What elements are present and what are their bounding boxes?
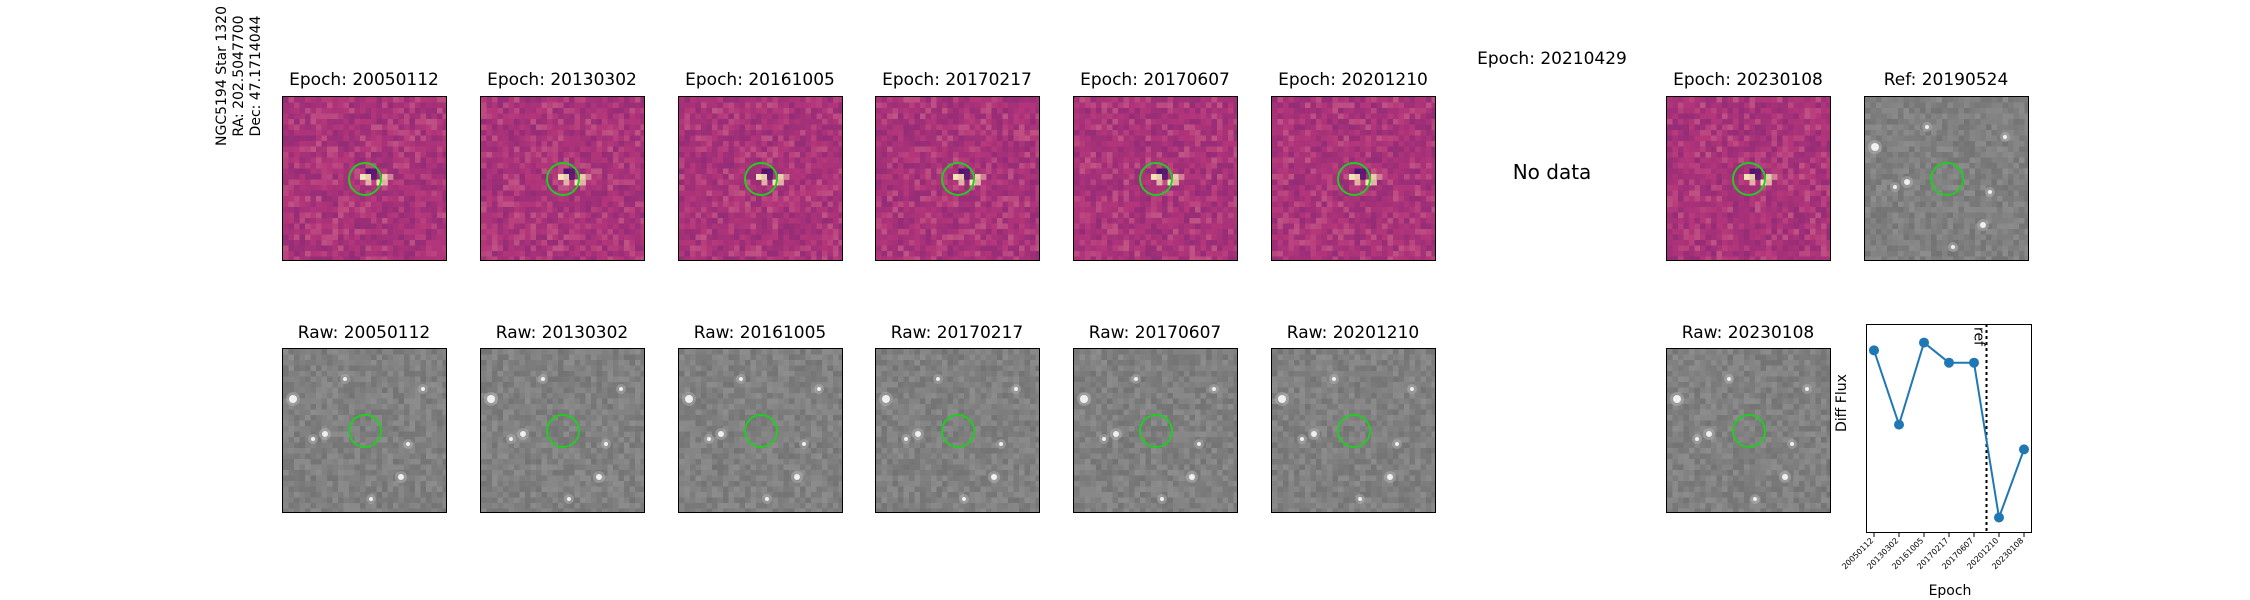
raw-title-3: Raw: 20161005 — [693, 323, 827, 343]
aperture-circle — [744, 414, 778, 448]
aperture-circle — [744, 162, 778, 196]
aperture-circle — [546, 414, 580, 448]
raw-image-6 — [1271, 348, 1436, 513]
y-axis-label: Diff Flux — [1834, 374, 1850, 432]
raw-image-5 — [1073, 348, 1238, 513]
ref-image — [1864, 96, 2029, 261]
diff-image-3 — [678, 96, 843, 261]
aperture-circle — [348, 414, 382, 448]
lightcurve-chart: ref2005011220130302201610052017021720170… — [1840, 324, 2029, 571]
data-point — [1969, 357, 1979, 368]
aperture-circle — [1930, 162, 1964, 196]
aperture-circle — [1732, 414, 1766, 448]
lightcurve-axes — [1866, 324, 2032, 533]
diff-image-5 — [1073, 96, 1238, 261]
star-name: NGC5194 Star 1320 — [214, 6, 230, 146]
aperture-circle — [941, 414, 975, 448]
aperture-circle — [941, 162, 975, 196]
diff-title-3: Epoch: 20161005 — [685, 70, 835, 90]
diff-image-6 — [1271, 96, 1436, 261]
raw-title-2: Raw: 20130302 — [495, 323, 629, 343]
raw-image-3 — [678, 348, 843, 513]
raw-image-4 — [875, 348, 1040, 513]
diff-title-6: Epoch: 20201210 — [1278, 70, 1428, 90]
raw-title-1: Raw: 20050112 — [297, 323, 431, 343]
series-line — [1873, 340, 2025, 522]
raw-title-4: Raw: 20170217 — [890, 323, 1024, 343]
raw-image-8 — [1666, 348, 1831, 513]
data-point — [1944, 357, 1954, 368]
aperture-circle — [1337, 162, 1371, 196]
raw-title-6: Raw: 20201210 — [1286, 323, 1420, 343]
diff-image-4 — [875, 96, 1040, 261]
diff-title-1: Epoch: 20050112 — [289, 70, 439, 90]
diff-title-4: Epoch: 20170217 — [882, 70, 1032, 90]
ref-title: Ref: 20190524 — [1883, 70, 2009, 90]
aperture-circle — [546, 162, 580, 196]
diff-title-5: Epoch: 20170607 — [1080, 70, 1230, 90]
data-point — [1894, 419, 1904, 430]
aperture-circle — [1337, 414, 1371, 448]
aperture-circle — [348, 162, 382, 196]
diff-title-7: Epoch: 20210429 — [1477, 49, 1627, 69]
ref-label: ref — [1971, 327, 1987, 347]
data-point — [1869, 345, 1879, 356]
raw-title-8: Raw: 20230108 — [1681, 323, 1815, 343]
data-point — [2019, 444, 2029, 455]
data-point — [1994, 512, 2004, 523]
diff-title-8: Epoch: 20230108 — [1673, 70, 1823, 90]
diff-image-8 — [1666, 96, 1831, 261]
aperture-circle — [1139, 162, 1173, 196]
no-data-text: No data — [1512, 160, 1592, 184]
diff-image-1 — [282, 96, 447, 261]
aperture-circle — [1139, 414, 1173, 448]
diff-title-2: Epoch: 20130302 — [487, 70, 637, 90]
aperture-circle — [1732, 162, 1766, 196]
raw-image-2 — [480, 348, 645, 513]
diff-image-2 — [480, 96, 645, 261]
data-point — [1919, 337, 1929, 348]
x-axis-label: Epoch — [1928, 583, 1972, 599]
raw-image-1 — [282, 348, 447, 513]
raw-title-5: Raw: 20170607 — [1088, 323, 1222, 343]
